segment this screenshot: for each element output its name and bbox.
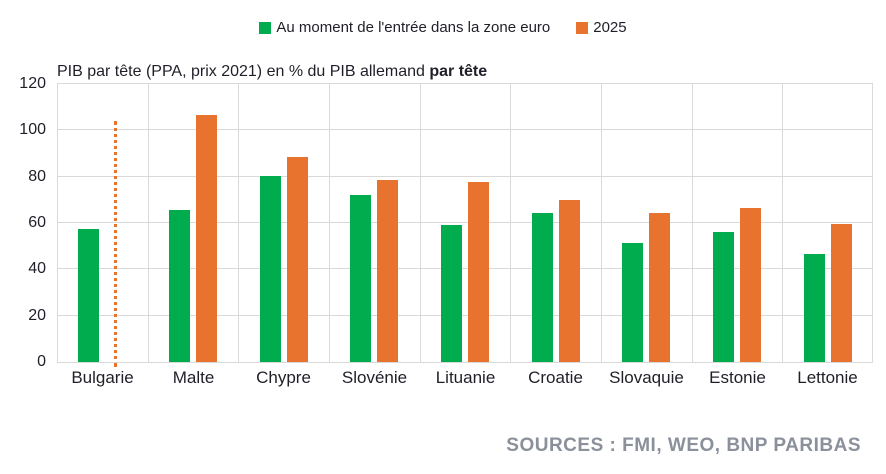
x-category-label-lituanie: Lituanie xyxy=(435,368,496,387)
gridline-h xyxy=(57,83,873,84)
bar-2025-lettonie xyxy=(831,224,852,362)
bar-entry-lituanie xyxy=(441,225,462,362)
bar-entry-lettonie xyxy=(804,254,825,362)
bar-2025-lituanie xyxy=(468,182,489,362)
gridline-v xyxy=(420,84,421,362)
bar-2025-malte xyxy=(196,115,217,362)
gridline-v xyxy=(872,84,873,362)
gridline-v xyxy=(57,84,58,362)
bar-entry-slovenie xyxy=(350,195,371,362)
chart-title-bold: par tête xyxy=(429,63,488,80)
legend-item-entry: Au moment de l'entrée dans la zone euro xyxy=(259,19,550,36)
x-category-label-croatie: Croatie xyxy=(528,368,583,387)
gridline-v xyxy=(148,84,149,362)
bar-entry-croatie xyxy=(532,213,553,362)
bar-entry-estonie xyxy=(713,232,734,362)
legend-2025-label: 2025 xyxy=(593,19,627,36)
y-tick-label: 100 xyxy=(19,121,46,138)
gridline-v xyxy=(510,84,511,362)
y-tick-label: 80 xyxy=(28,168,46,185)
bar-2025-estonie xyxy=(740,208,761,362)
plot-area xyxy=(57,83,873,367)
source-credit: SOURCES : FMI, WEO, BNP PARIBAS xyxy=(506,435,861,456)
y-tick-label: 40 xyxy=(28,260,46,277)
bar-entry-slovaquie xyxy=(622,243,643,362)
bulgarie-dotted-separator xyxy=(114,121,117,367)
y-tick-label: 0 xyxy=(37,353,46,370)
gridline-h xyxy=(57,362,873,363)
bar-2025-slovenie xyxy=(377,180,398,362)
gridline-h xyxy=(57,175,873,177)
y-tick-label: 60 xyxy=(28,214,46,231)
x-category-label-malte: Malte xyxy=(172,368,215,387)
legend-item-2025: 2025 xyxy=(576,19,627,36)
gridline-h xyxy=(57,268,873,270)
bar-2025-chypre xyxy=(287,157,308,362)
chart-legend: Au moment de l'entrée dans la zone euro … xyxy=(0,19,886,36)
y-tick-label: 20 xyxy=(28,307,46,324)
gridline-h xyxy=(57,314,873,316)
bar-entry-malte xyxy=(169,210,190,362)
bar-2025-slovaquie xyxy=(649,213,670,362)
x-category-label-estonie: Estonie xyxy=(709,368,766,387)
x-category-label-lettonie: Lettonie xyxy=(797,368,858,387)
gridline-v xyxy=(692,84,693,362)
chart-title-regular: PIB par tête (PPA, prix 2021) en % du PI… xyxy=(57,63,430,80)
x-category-label-slovaquie: Slovaquie xyxy=(609,368,684,387)
legend-orange-swatch-icon xyxy=(576,21,589,34)
bar-entry-bulgarie xyxy=(78,229,99,362)
gridline-v xyxy=(329,84,330,362)
gridline-h xyxy=(57,129,873,131)
chart-title: PIB par tête (PPA, prix 2021) en % du PI… xyxy=(57,62,487,82)
gridline-v xyxy=(782,84,783,362)
legend-green-swatch-icon xyxy=(259,21,272,34)
bar-2025-croatie xyxy=(559,200,580,362)
gridline-v xyxy=(238,84,239,362)
x-category-label-chypre: Chypre xyxy=(256,368,311,387)
x-category-label-bulgarie: Bulgarie xyxy=(71,368,134,387)
x-category-label-slovenie: Slovénie xyxy=(341,368,408,387)
y-tick-label: 120 xyxy=(19,75,46,92)
legend-entry-label: Au moment de l'entrée dans la zone euro xyxy=(276,19,551,36)
bar-entry-chypre xyxy=(260,176,281,362)
gridline-h xyxy=(57,222,873,223)
gridline-v xyxy=(601,84,602,362)
